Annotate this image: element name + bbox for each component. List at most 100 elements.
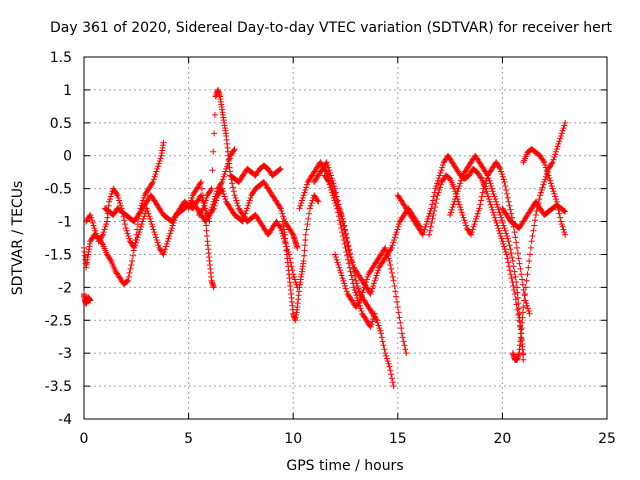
data-point <box>428 219 435 226</box>
data-point <box>496 164 503 171</box>
plot-frame <box>83 56 608 420</box>
data-point <box>350 280 357 287</box>
data-point <box>277 205 284 212</box>
data-point <box>510 283 517 290</box>
data-point <box>503 186 510 193</box>
data-point <box>388 265 395 272</box>
data-point <box>541 179 548 186</box>
data-point <box>397 319 404 326</box>
data-point <box>124 277 131 284</box>
data-point <box>132 239 139 246</box>
data-point <box>500 240 507 247</box>
data-point <box>344 252 351 259</box>
data-point <box>116 197 123 204</box>
data-point <box>246 197 253 204</box>
data-point <box>497 211 504 218</box>
data-point <box>505 259 512 266</box>
data-point <box>520 356 527 363</box>
data-point <box>162 246 169 253</box>
data-point <box>390 239 397 246</box>
y-axis-label: SDTVAR / TECUs <box>10 181 26 296</box>
data-point <box>168 225 175 232</box>
data-point <box>427 227 434 234</box>
data-point <box>389 273 396 280</box>
data-point <box>523 277 530 284</box>
data-point <box>481 183 488 190</box>
data-point <box>186 202 193 209</box>
data-point <box>363 279 370 286</box>
data-point <box>341 222 348 229</box>
data-point <box>98 233 105 240</box>
data-point <box>350 284 357 291</box>
data-point <box>486 198 493 205</box>
data-point <box>140 194 147 201</box>
data-point <box>394 304 401 311</box>
data-point <box>233 197 240 204</box>
data-point <box>511 229 518 236</box>
data-point <box>507 206 514 213</box>
data-point <box>351 269 358 276</box>
data-point <box>508 250 515 257</box>
data-point <box>358 292 365 299</box>
data-point <box>554 202 561 209</box>
data-point <box>87 297 94 304</box>
data-point <box>352 273 359 280</box>
data-point <box>335 261 342 268</box>
data-point <box>393 298 400 305</box>
data-point <box>497 165 504 172</box>
data-point <box>542 173 549 180</box>
data-point <box>349 261 356 268</box>
data-point <box>343 248 350 255</box>
data-point <box>187 200 194 207</box>
data-point <box>547 180 554 187</box>
data-point <box>359 289 366 296</box>
data-point <box>153 236 160 243</box>
data-point <box>220 190 227 197</box>
data-point <box>533 208 540 215</box>
data-point <box>553 198 560 205</box>
data-point <box>234 200 241 207</box>
data-point <box>493 201 500 208</box>
data-point <box>351 286 358 293</box>
data-point <box>337 221 344 228</box>
data-point <box>429 215 436 222</box>
data-point <box>345 260 352 267</box>
data-point <box>341 280 348 287</box>
data-point <box>519 276 526 283</box>
data-point <box>477 201 484 208</box>
data-point <box>151 173 158 180</box>
data-point <box>562 231 569 238</box>
data-point <box>377 327 384 334</box>
data-point <box>134 234 141 241</box>
data-point <box>164 238 171 245</box>
data-point <box>352 277 359 284</box>
data-point <box>550 156 557 163</box>
data-point <box>129 252 136 259</box>
data-point <box>210 148 217 155</box>
data-point <box>113 190 120 197</box>
data-point <box>209 206 216 213</box>
data-point <box>439 161 446 168</box>
data-point <box>128 261 135 268</box>
y-tick-label: -2 <box>58 280 72 296</box>
data-point <box>468 229 475 236</box>
data-point <box>160 139 167 146</box>
data-point <box>298 197 305 204</box>
y-tick-label: -2.5 <box>45 313 72 329</box>
data-point <box>475 208 482 215</box>
data-point <box>355 285 362 292</box>
data-point <box>493 198 500 205</box>
data-point <box>324 161 331 168</box>
data-point <box>132 242 139 249</box>
data-point <box>476 205 483 212</box>
data-point <box>455 185 462 192</box>
data-point <box>514 294 521 301</box>
data-point <box>388 244 395 251</box>
data-point <box>157 155 164 162</box>
data-point <box>548 183 555 190</box>
data-point <box>422 223 429 230</box>
data-point <box>169 222 176 229</box>
data-point <box>559 223 566 230</box>
data-point <box>519 314 526 321</box>
data-point <box>284 246 291 253</box>
